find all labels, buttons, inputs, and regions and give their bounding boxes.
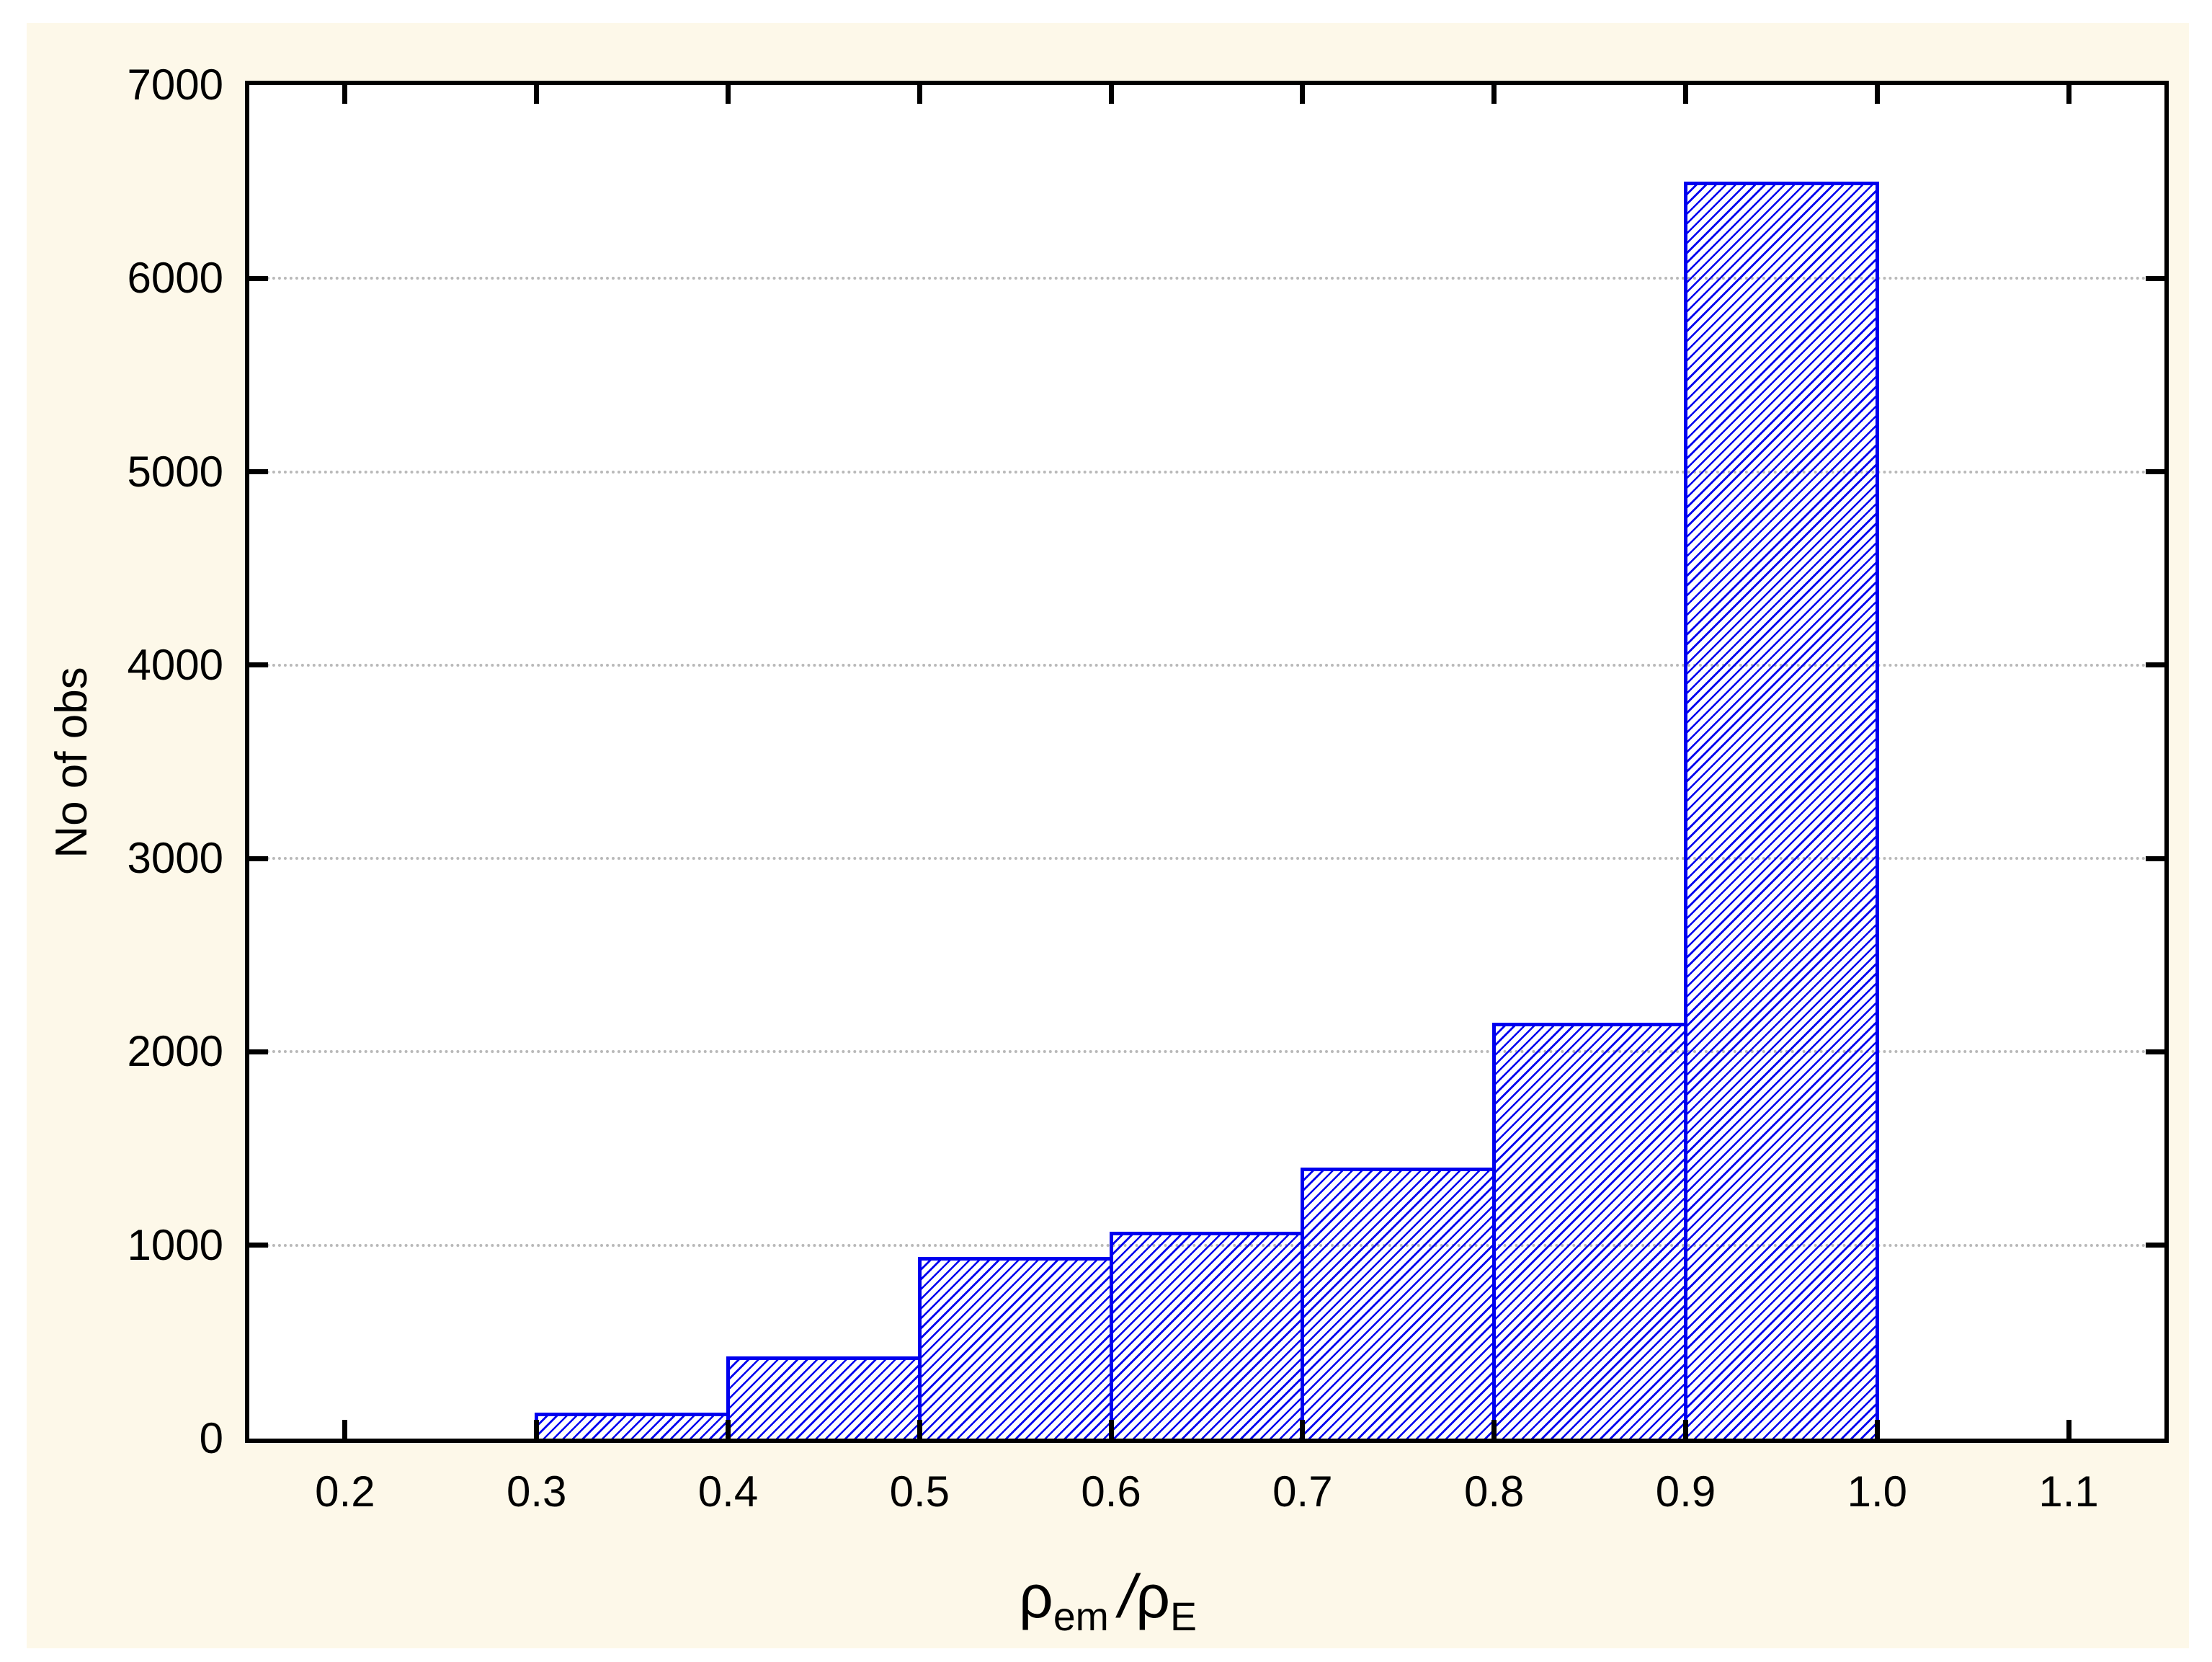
x-tick-label: 0.8 (1463, 1467, 1525, 1516)
x-tick-top (534, 85, 540, 104)
y-tick-right (2146, 1243, 2164, 1248)
x-tick-top (342, 85, 348, 104)
y-tick-left (249, 275, 268, 281)
gridline-2000 (249, 1050, 2164, 1054)
x-tick-bottom (1683, 1420, 1688, 1439)
x-title-sub-em: em (1053, 1594, 1109, 1639)
y-tick-label: 4000 (127, 640, 223, 689)
x-tick-bottom (534, 1420, 540, 1439)
y-tick-left (249, 469, 268, 475)
x-tick-label: 1.1 (2038, 1467, 2099, 1516)
y-tick-right (2146, 275, 2164, 281)
x-tick-top (1300, 85, 1306, 104)
x-tick-label: 1.0 (1847, 1467, 1908, 1516)
y-tick-label: 7000 (127, 61, 223, 109)
y-axis-title: No of obs (47, 667, 97, 858)
histogram-bar (535, 1412, 730, 1439)
chart-panel: No of obs 0 1000 2000 3000 4000 5000 6000 7000 … (27, 23, 2189, 1648)
y-tick-left (249, 856, 268, 861)
y-tick-label: 2000 (127, 1027, 223, 1076)
x-title-sub-e: E (1169, 1594, 1197, 1639)
histogram-bar (1301, 1168, 1497, 1439)
x-tick-bottom (1491, 1420, 1497, 1439)
x-tick-label: 0.9 (1655, 1467, 1716, 1516)
y-tick-right (2146, 469, 2164, 475)
y-tick-left (249, 1243, 268, 1248)
x-tick-label: 0.6 (1081, 1467, 1141, 1516)
gridline-5000 (249, 470, 2164, 474)
x-tick-bottom (917, 1420, 922, 1439)
x-tick-bottom (726, 1420, 731, 1439)
x-tick-top (1491, 85, 1497, 104)
x-tick-label: 0.7 (1272, 1467, 1333, 1516)
x-tick-top (1108, 85, 1114, 104)
y-tick-right (2146, 1049, 2164, 1054)
y-tick-right (2146, 662, 2164, 668)
histogram-bar (1109, 1231, 1305, 1439)
y-tick-left (249, 1049, 268, 1054)
x-tick-top (1683, 85, 1688, 104)
x-title-rho-em: ρ (1019, 1563, 1053, 1630)
x-tick-bottom (1108, 1420, 1114, 1439)
x-tick-label: 0.4 (697, 1467, 759, 1516)
y-tick-label: 0 (199, 1414, 223, 1462)
x-tick-label: 0.3 (506, 1467, 567, 1516)
x-tick-label: 0.5 (889, 1467, 950, 1516)
x-tick-top (917, 85, 922, 104)
histogram-bar (726, 1356, 922, 1439)
gridline-3000 (249, 857, 2164, 861)
y-tick-right (2146, 856, 2164, 861)
x-tick-top (726, 85, 731, 104)
y-tick-label: 3000 (127, 834, 223, 883)
x-tick-bottom (1874, 1420, 1880, 1439)
histogram-bar (1684, 182, 1879, 1439)
plot-area (245, 81, 2169, 1443)
gridline-4000 (249, 663, 2164, 667)
x-tick-top (1874, 85, 1880, 104)
x-axis-title: ρem/ρE (27, 1557, 2189, 1639)
x-title-rho-e: ρ (1136, 1563, 1170, 1630)
histogram-bar (1492, 1023, 1687, 1439)
x-tick-bottom (342, 1420, 348, 1439)
y-tick-left (249, 662, 268, 668)
y-tick-label: 6000 (127, 254, 223, 303)
x-tick-top (2066, 85, 2071, 104)
x-tick-bottom (2066, 1420, 2071, 1439)
histogram-bar (917, 1256, 1113, 1439)
y-tick-label: 1000 (127, 1220, 223, 1269)
x-title-slash: / (1118, 1563, 1136, 1630)
gridline-6000 (249, 277, 2164, 280)
y-tick-label: 5000 (127, 447, 223, 496)
x-tick-label: 0.2 (315, 1467, 375, 1516)
x-tick-bottom (1300, 1420, 1306, 1439)
